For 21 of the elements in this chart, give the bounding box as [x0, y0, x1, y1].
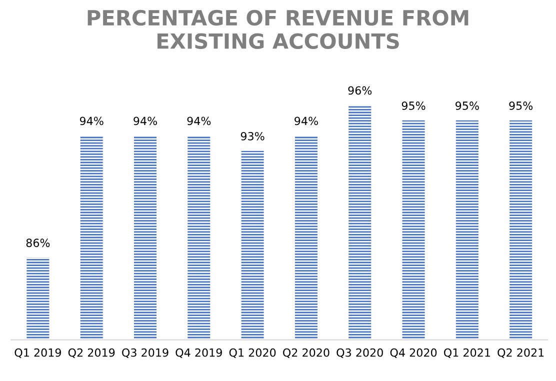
chart-title: PERCENTAGE OF REVENUE FROM EXISTING ACCOUNTS — [88, 10, 468, 49]
x-tick-label: Q1 2020 — [229, 348, 276, 358]
x-tick-label: Q1 2019 — [14, 348, 61, 358]
x-tick-label: Q1 2021 — [444, 348, 490, 358]
x-tick-label: Q4 2019 — [176, 348, 222, 358]
data-label: 86% — [26, 238, 50, 248]
data-label: 95% — [509, 102, 533, 110]
data-label: 94% — [187, 116, 211, 126]
data-label: 93% — [240, 132, 264, 140]
data-label: 94% — [294, 116, 318, 126]
x-tick-label: Q2 2021 — [498, 348, 544, 358]
data-label: 94% — [80, 116, 104, 126]
data-label: 95% — [456, 102, 479, 110]
x-tick-label: Q3 2020 — [336, 348, 383, 358]
data-label: 96% — [348, 86, 372, 95]
x-tick-label: Q4 2020 — [390, 348, 437, 358]
x-tick-label: Q2 2019 — [68, 348, 115, 358]
x-tick-label: Q3 2019 — [122, 348, 168, 358]
data-label: 95% — [402, 102, 426, 110]
x-tick-label: Q2 2020 — [283, 348, 330, 358]
data-label: 94% — [134, 116, 157, 126]
